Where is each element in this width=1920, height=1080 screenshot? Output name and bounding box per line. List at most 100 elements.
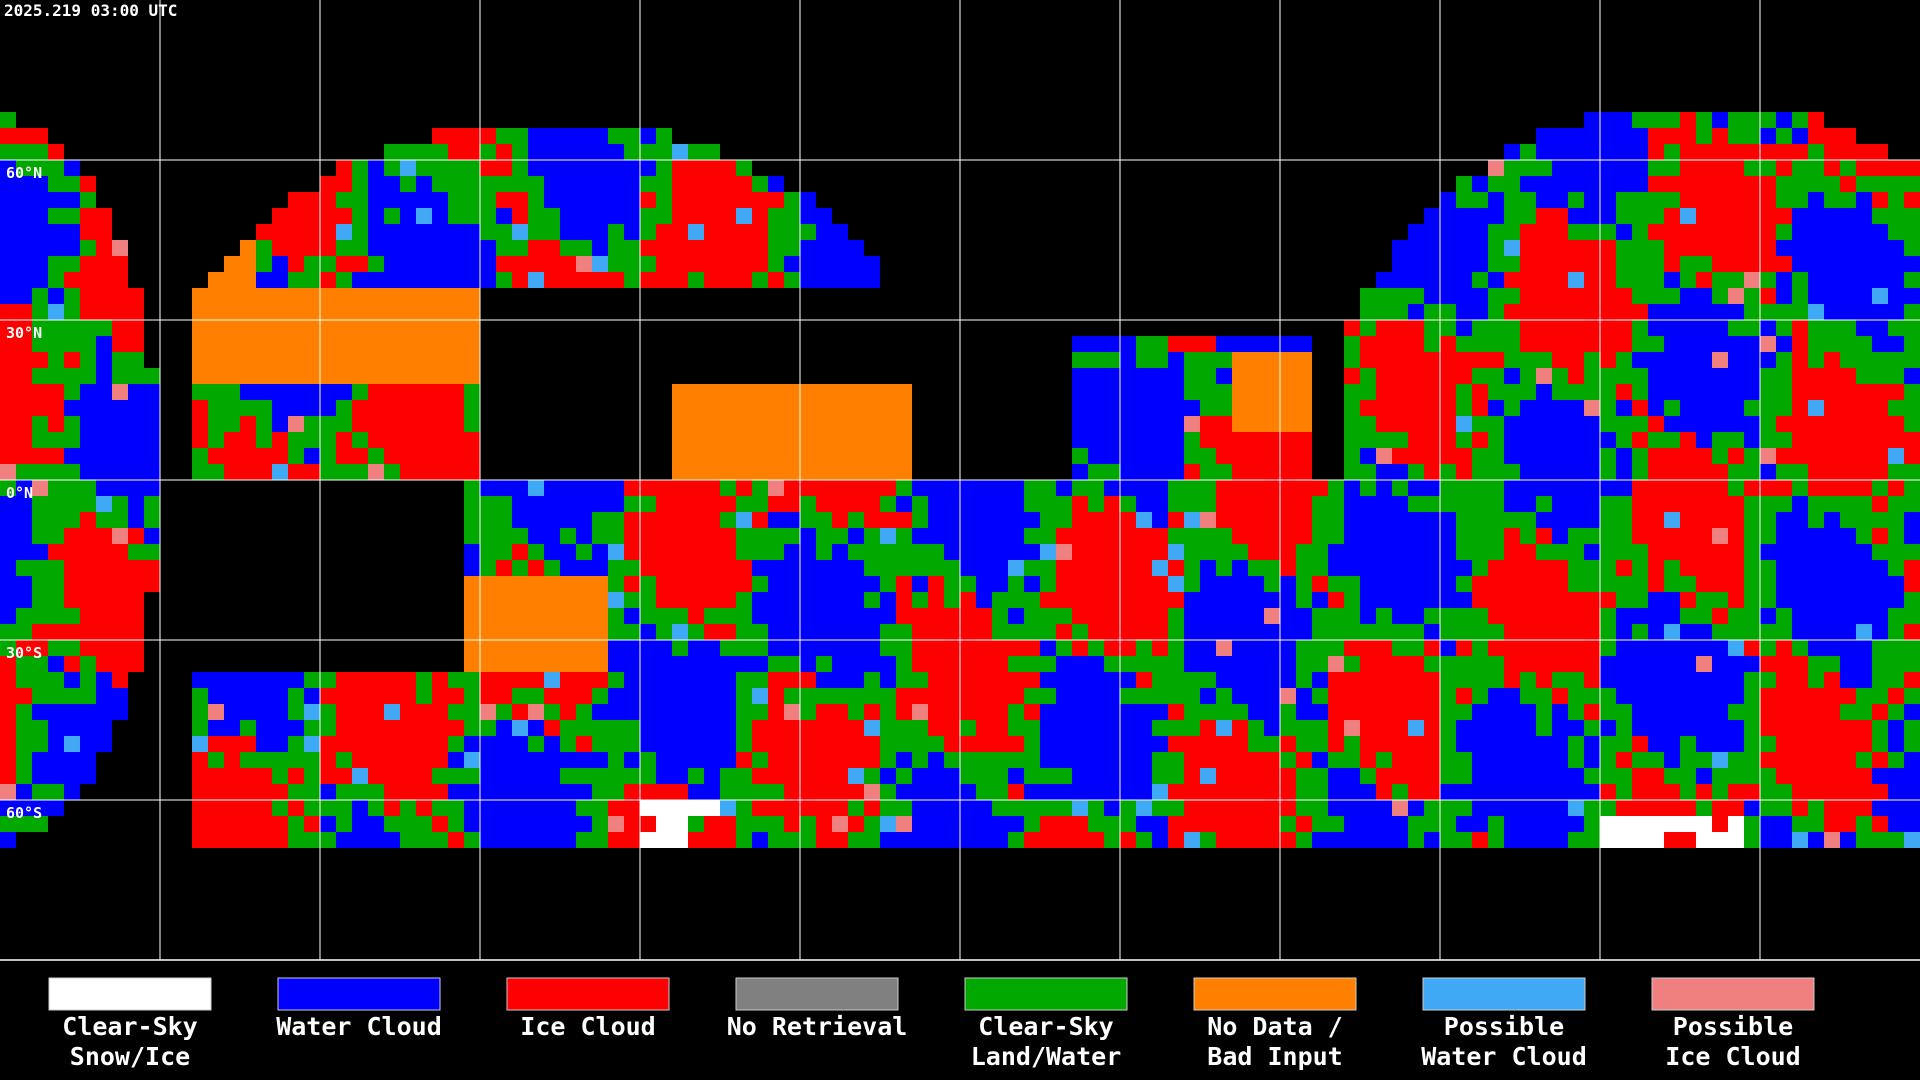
map-cell (832, 496, 848, 512)
map-cell (208, 704, 224, 720)
map-cell (1584, 624, 1600, 640)
map-cell (608, 720, 624, 736)
map-cell (112, 416, 128, 432)
map-cell (336, 208, 352, 224)
map-cell (1712, 464, 1728, 480)
map-cell (752, 528, 768, 544)
map-cell (272, 416, 288, 432)
map-cell (1872, 240, 1888, 256)
map-cell (400, 832, 416, 848)
map-cell (1232, 512, 1248, 528)
map-cell (1552, 336, 1568, 352)
map-cell (416, 160, 432, 176)
map-cell (608, 528, 624, 544)
map-cell (1456, 320, 1472, 336)
map-cell (624, 784, 640, 800)
map-cell (1104, 800, 1120, 816)
map-cell (1536, 528, 1552, 544)
map-cell (0, 544, 16, 560)
map-cell (1072, 352, 1088, 368)
map-cell (880, 592, 896, 608)
map-cell (1264, 464, 1280, 480)
map-cell (1824, 592, 1840, 608)
map-cell (1664, 240, 1680, 256)
map-cell (752, 688, 768, 704)
map-cell (1408, 336, 1424, 352)
map-cell (304, 464, 320, 480)
map-cell (1280, 800, 1296, 816)
legend-label: Land/Water (971, 1042, 1122, 1071)
map-cell (1632, 608, 1648, 624)
map-cell (1488, 640, 1504, 656)
map-cell (1632, 272, 1648, 288)
map-cell (96, 272, 112, 288)
map-cell (1392, 304, 1408, 320)
map-cell (1712, 512, 1728, 528)
map-cell (464, 704, 480, 720)
map-cell (448, 336, 464, 352)
map-cell (624, 208, 640, 224)
map-cell (224, 736, 240, 752)
legend-label: Clear-Sky (62, 1012, 197, 1041)
map-cell (656, 560, 672, 576)
map-cell (144, 480, 160, 496)
map-cell (288, 224, 304, 240)
map-cell (80, 592, 96, 608)
map-cell (192, 416, 208, 432)
map-cell (448, 752, 464, 768)
map-cell (1056, 544, 1072, 560)
map-cell (96, 336, 112, 352)
map-cell (1136, 720, 1152, 736)
map-cell (1200, 560, 1216, 576)
map-cell (1888, 784, 1904, 800)
map-cell (1904, 496, 1920, 512)
map-cell (16, 384, 32, 400)
map-cell (912, 544, 928, 560)
map-cell (1728, 800, 1744, 816)
map-cell (1248, 432, 1264, 448)
map-cell (1888, 208, 1904, 224)
map-cell (864, 496, 880, 512)
map-cell (480, 624, 496, 640)
map-cell (1664, 576, 1680, 592)
map-cell (560, 224, 576, 240)
map-cell (1840, 352, 1856, 368)
map-cell (1104, 816, 1120, 832)
map-cell (816, 528, 832, 544)
map-cell (1808, 832, 1824, 848)
map-cell (784, 608, 800, 624)
map-cell (1600, 768, 1616, 784)
map-cell (1744, 192, 1760, 208)
map-cell (976, 800, 992, 816)
map-cell (1280, 400, 1296, 416)
map-cell (1184, 416, 1200, 432)
map-cell (624, 752, 640, 768)
map-cell (1296, 752, 1312, 768)
map-cell (0, 640, 16, 656)
map-cell (272, 304, 288, 320)
map-cell (1712, 112, 1728, 128)
map-cell (944, 512, 960, 528)
map-cell (976, 624, 992, 640)
map-cell (1856, 352, 1872, 368)
map-cell (1408, 496, 1424, 512)
map-cell (208, 736, 224, 752)
map-cell (528, 176, 544, 192)
map-cell (48, 496, 64, 512)
map-cell (1648, 336, 1664, 352)
map-cell (144, 384, 160, 400)
map-cell (704, 800, 720, 816)
map-cell (832, 816, 848, 832)
map-cell (512, 496, 528, 512)
map-cell (1600, 800, 1616, 816)
map-cell (1312, 800, 1328, 816)
map-cell (784, 240, 800, 256)
map-cell (736, 720, 752, 736)
map-cell (1408, 656, 1424, 672)
map-cell (1856, 272, 1872, 288)
map-cell (1760, 768, 1776, 784)
map-cell (1680, 496, 1696, 512)
map-cell (352, 256, 368, 272)
map-cell (1104, 432, 1120, 448)
map-cell (880, 784, 896, 800)
